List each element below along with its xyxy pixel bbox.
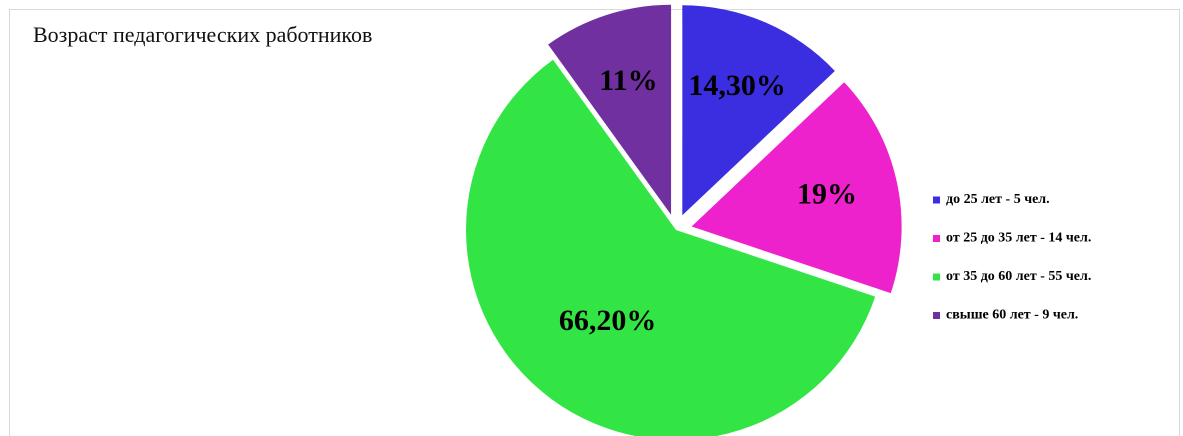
legend-swatch (933, 196, 940, 204)
legend-swatch (933, 235, 940, 242)
pie-slice (466, 59, 876, 436)
legend-label: от 35 до 60 лет - 55 чел. (946, 269, 1091, 284)
data-label: 19% (797, 178, 857, 211)
chart-title: Возраст педагогических работников (33, 22, 372, 47)
data-label: 11% (599, 64, 657, 97)
pie-slice (548, 4, 672, 215)
pie-slice (682, 5, 835, 216)
data-label: 14,30% (688, 69, 786, 102)
legend-label: от 25 до 35 лет - 14 чел. (946, 231, 1091, 246)
legend-swatch (933, 312, 940, 319)
legend-label: свыше 60 лет - 9 чел. (946, 308, 1078, 323)
legend-label: до 25 лет - 5 чел. (946, 192, 1050, 207)
pie-slice (691, 82, 902, 294)
data-label: 66,20% (559, 304, 657, 337)
legend-swatch (933, 273, 940, 281)
